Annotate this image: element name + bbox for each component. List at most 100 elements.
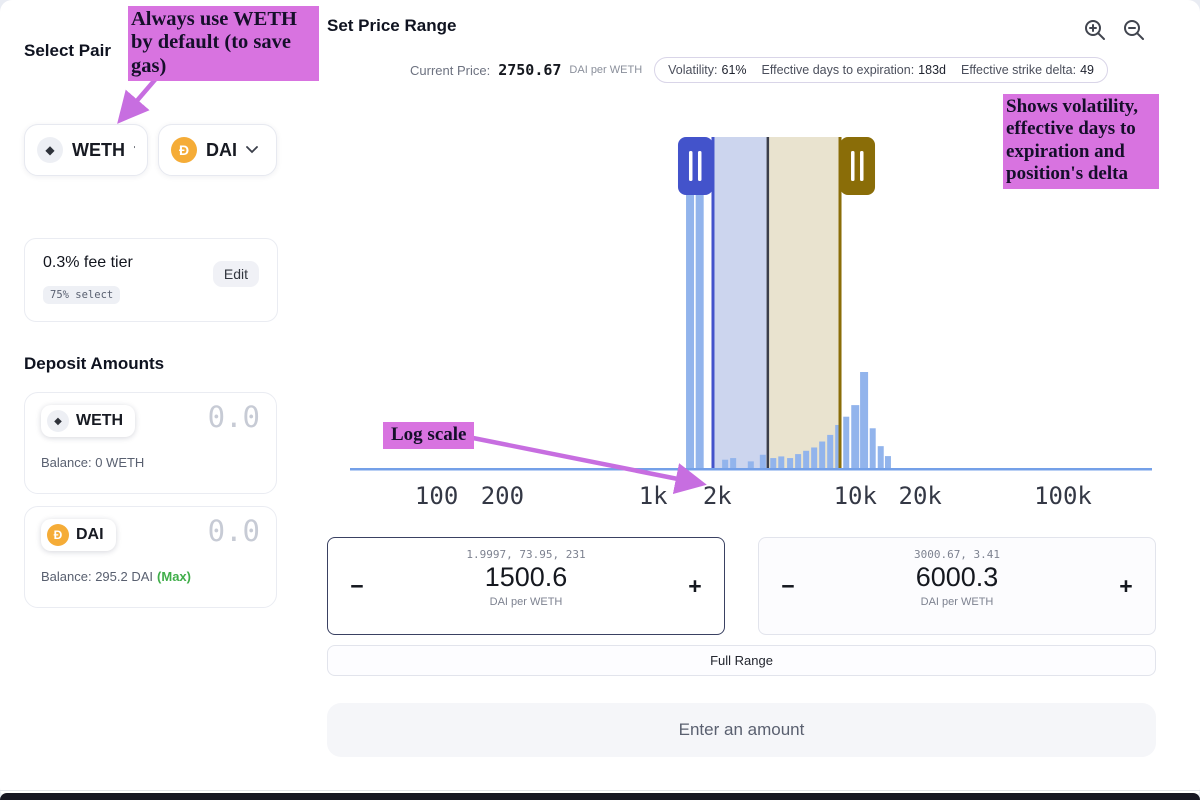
handle-grip: [697, 151, 702, 181]
stat-strike-delta: Effective strike delta: 49: [961, 63, 1094, 77]
deposit-card-dai: Ð DAI 0.0 Balance: 295.2 DAI (Max): [24, 506, 277, 608]
liquidity-bar: [811, 447, 818, 468]
x-axis-tick-label: 100k: [1034, 482, 1092, 510]
x-axis-tick-label: 100: [415, 482, 458, 510]
min-price-box: 1.9997, 73.95, 231 1500.6 DAI per WETH −…: [327, 537, 725, 635]
select-pair-title: Select Pair: [24, 41, 111, 60]
current-price-value: 2750.67: [498, 61, 562, 79]
stat-value: 61%: [721, 63, 747, 77]
fee-select-badge: 75% select: [43, 286, 121, 304]
range-band-below-price: [712, 137, 768, 468]
token-select-dai[interactable]: Ð DAI: [158, 124, 277, 176]
balance-weth: Balance: 0 WETH: [41, 455, 148, 470]
max-price-unit: DAI per WETH: [920, 596, 994, 608]
bottom-bar: [0, 793, 1200, 800]
stat-label: Effective days to expiration:: [761, 63, 915, 77]
fee-tier-label: 0.3% fee tier: [43, 254, 133, 271]
handle-grip: [688, 151, 693, 181]
stat-days-to-expiration: Effective days to expiration: 183d: [762, 63, 946, 77]
chevron-down-icon: [246, 146, 258, 154]
liquidity-bar: [884, 456, 891, 468]
x-axis-tick-label: 20k: [899, 482, 943, 510]
deposit-card-weth: ◆ WETH 0.0 Balance: 0 WETH: [24, 392, 277, 494]
fee-tier-card: 0.3% fee tier 75% select Edit: [24, 238, 278, 322]
set-price-range-title: Set Price Range: [327, 16, 457, 35]
token-select-weth[interactable]: ◆ WETH: [24, 124, 148, 176]
current-price-row: Current Price: 2750.67 DAI per WETH Vola…: [410, 57, 1108, 83]
max-price-increment-button[interactable]: +: [1109, 569, 1143, 603]
balance-text: Balance: 0 WETH: [41, 455, 145, 470]
liquidity-bar: [860, 372, 869, 468]
bottom-divider: [0, 790, 1200, 791]
max-price-box: 3000.67, 3.41 6000.3 DAI per WETH − +: [758, 537, 1156, 635]
current-price-line: [766, 137, 770, 468]
current-price-unit: DAI per WETH: [569, 64, 643, 76]
liquidity-bar: [695, 137, 704, 468]
eth-icon: ◆: [37, 137, 63, 163]
x-axis-line: [350, 468, 1152, 471]
x-axis-tick-label: 10k: [834, 482, 878, 510]
edit-fee-button[interactable]: Edit: [212, 261, 259, 287]
liquidity-bar: [770, 458, 777, 468]
liquidity-bar: [778, 456, 785, 468]
liquidity-bar: [819, 441, 826, 468]
liquidity-bar: [851, 405, 860, 468]
liquidity-bar: [835, 424, 842, 468]
max-button[interactable]: (Max): [157, 569, 191, 584]
max-price-sub-values: 3000.67, 3.41: [913, 548, 1001, 561]
min-price-unit: DAI per WETH: [489, 596, 563, 608]
token-chip-dai[interactable]: Ð DAI: [41, 519, 116, 551]
liquidity-bar: [686, 137, 695, 468]
liquidity-bar: [747, 461, 754, 468]
position-stats-pill: Volatility: 61% Effective days to expira…: [654, 57, 1108, 83]
max-price-decrement-button[interactable]: −: [771, 569, 805, 603]
eth-icon: ◆: [47, 410, 69, 432]
stat-label: Effective strike delta:: [960, 63, 1077, 77]
liquidity-bar: [869, 428, 876, 468]
balance-text: Balance: 295.2 DAI: [41, 569, 154, 584]
token-chip-weth[interactable]: ◆ WETH: [41, 405, 136, 437]
chevron-down-icon: [134, 146, 135, 149]
max-price-value[interactable]: 6000.3: [915, 562, 999, 592]
annotation-stats: Shows volatility, effective days to expi…: [1003, 94, 1159, 189]
deposit-amount-weth[interactable]: 0.0: [207, 400, 260, 434]
chart-zoom-tools: [1082, 18, 1147, 44]
liquidity-bar: [795, 454, 802, 468]
handle-grip: [860, 151, 864, 181]
balance-dai: Balance: 295.2 DAI (Max): [41, 569, 191, 584]
x-axis-tick-label: 2k: [703, 482, 732, 510]
zoom-out-icon[interactable]: [1121, 18, 1147, 44]
stat-value: 49: [1080, 63, 1094, 77]
min-handle-line: [711, 137, 715, 468]
stat-volatility: Volatility: 61%: [668, 63, 746, 77]
stat-label: Volatility:: [668, 63, 718, 77]
stat-value: 183d: [918, 63, 946, 77]
min-price-value[interactable]: 1500.6: [484, 562, 568, 592]
dai-icon: Ð: [47, 524, 69, 546]
range-band-above-price: [767, 137, 841, 468]
deposit-amounts-title: Deposit Amounts: [24, 354, 165, 373]
min-price-increment-button[interactable]: +: [678, 569, 712, 603]
liquidity-bar: [730, 458, 737, 468]
liquidity-bar: [843, 416, 850, 468]
liquidity-bar: [827, 434, 834, 468]
min-range-handle[interactable]: [677, 137, 713, 195]
max-handle-line: [838, 137, 842, 468]
x-axis-tick-label: 200: [481, 482, 524, 510]
annotation-log-scale: Log scale: [383, 422, 475, 449]
deposit-amount-dai[interactable]: 0.0: [207, 514, 260, 548]
zoom-in-icon[interactable]: [1082, 18, 1108, 44]
enter-amount-button[interactable]: Enter an amount: [327, 703, 1156, 757]
full-range-button[interactable]: Full Range: [327, 645, 1156, 676]
liquidity-bar: [722, 459, 729, 468]
liquidity-chart[interactable]: 100 200 1k 2k 10k 20k 100k: [350, 130, 1152, 515]
liquidity-bar: [759, 454, 766, 468]
min-price-decrement-button[interactable]: −: [340, 569, 374, 603]
handle-grip: [851, 151, 855, 181]
token-symbol-dai: DAI: [206, 139, 237, 160]
liquidity-bar: [787, 458, 794, 468]
x-axis-tick-label: 1k: [639, 482, 668, 510]
annotation-weth-default: Always use WETH by default (to save gas): [128, 6, 319, 82]
max-range-handle[interactable]: [840, 137, 876, 195]
